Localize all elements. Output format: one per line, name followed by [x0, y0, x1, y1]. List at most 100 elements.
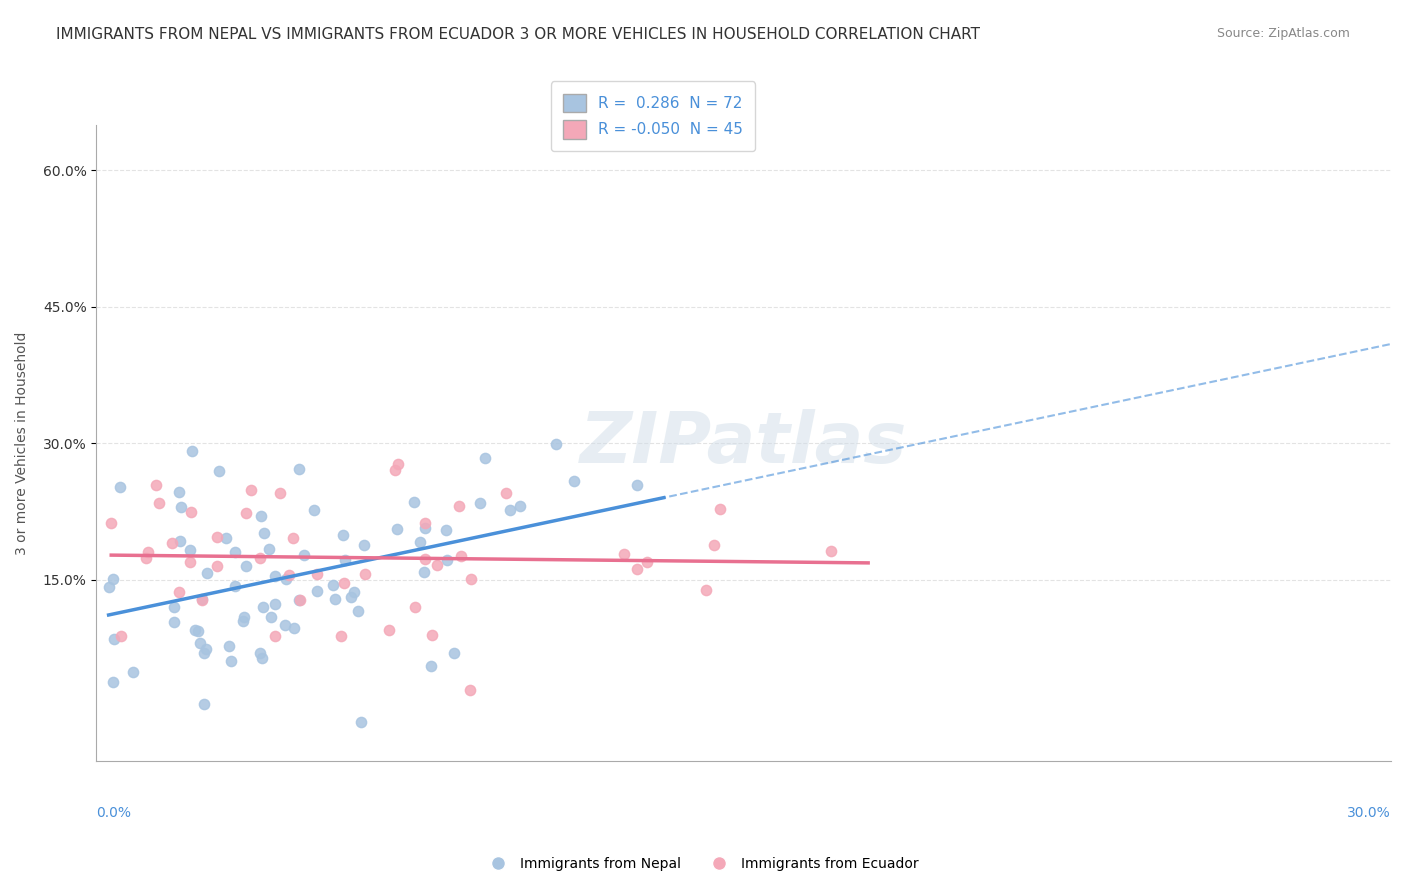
Point [263, 569, 285, 583]
Point [353, 538, 375, 552]
Point [302, 502, 325, 516]
Point [562, 474, 585, 488]
Point [288, 592, 311, 607]
Point [194, 642, 217, 657]
Point [546, 437, 568, 451]
Point [413, 521, 436, 535]
Point [235, 558, 257, 573]
Point [232, 610, 254, 624]
Point [288, 461, 311, 475]
Point [170, 500, 193, 514]
Point [103, 632, 125, 646]
Legend: Immigrants from Nepal, Immigrants from Ecuador: Immigrants from Nepal, Immigrants from E… [482, 851, 924, 876]
Point [193, 697, 215, 711]
Point [160, 536, 183, 550]
Point [180, 443, 202, 458]
Point [250, 651, 273, 665]
Point [307, 566, 329, 581]
Point [495, 485, 517, 500]
Point [218, 639, 240, 653]
Point [195, 566, 218, 580]
Point [626, 562, 648, 576]
Point [385, 522, 408, 536]
Text: Source: ZipAtlas.com: Source: ZipAtlas.com [1216, 27, 1350, 40]
Point [281, 531, 304, 545]
Point [101, 572, 124, 586]
Point [269, 486, 291, 500]
Point [278, 568, 301, 582]
Point [260, 609, 283, 624]
Point [323, 591, 346, 606]
Point [101, 675, 124, 690]
Point [703, 538, 725, 552]
Point [240, 483, 263, 497]
Point [413, 552, 436, 566]
Point [264, 597, 287, 611]
Point [224, 545, 246, 559]
Point [636, 556, 658, 570]
Point [449, 499, 471, 513]
Point [413, 516, 436, 530]
Point [193, 646, 215, 660]
Point [276, 572, 298, 586]
Point [179, 555, 201, 569]
Point [470, 496, 492, 510]
Point [436, 553, 458, 567]
Point [205, 530, 228, 544]
Point [180, 505, 202, 519]
Point [136, 544, 159, 558]
Text: 0.0%: 0.0% [97, 806, 132, 820]
Point [121, 665, 143, 679]
Point [339, 590, 361, 604]
Text: IMMIGRANTS FROM NEPAL VS IMMIGRANTS FROM ECUADOR 3 OR MORE VEHICLES IN HOUSEHOLD: IMMIGRANTS FROM NEPAL VS IMMIGRANTS FROM… [56, 27, 980, 42]
Point [409, 534, 432, 549]
Point [450, 549, 472, 563]
Point [148, 496, 170, 510]
Point [695, 582, 717, 597]
Point [169, 585, 191, 599]
Text: 30.0%: 30.0% [1347, 806, 1391, 820]
Point [249, 508, 271, 523]
Point [346, 604, 368, 618]
Point [333, 575, 356, 590]
Point [252, 599, 274, 614]
Point [474, 450, 496, 465]
Point [184, 623, 207, 637]
Point [179, 542, 201, 557]
Point [208, 464, 231, 478]
Point [288, 593, 311, 607]
Point [163, 615, 186, 629]
Point [458, 682, 481, 697]
Point [426, 558, 449, 572]
Point [163, 600, 186, 615]
Point [169, 533, 191, 548]
Point [404, 600, 426, 615]
Point [187, 624, 209, 638]
Point [274, 618, 297, 632]
Point [820, 544, 842, 558]
Legend: R =  0.286  N = 72, R = -0.050  N = 45: R = 0.286 N = 72, R = -0.050 N = 45 [551, 81, 755, 151]
Point [191, 592, 214, 607]
Point [343, 585, 366, 599]
Point [443, 646, 465, 660]
Point [419, 659, 441, 673]
Point [330, 629, 353, 643]
Point [215, 531, 238, 545]
Point [253, 526, 276, 541]
Point [135, 550, 157, 565]
Point [377, 623, 399, 637]
Point [434, 523, 457, 537]
Point [224, 579, 246, 593]
Point [387, 458, 409, 472]
Point [190, 591, 212, 606]
Point [460, 572, 482, 586]
Point [412, 565, 434, 579]
Point [188, 635, 211, 649]
Point [292, 548, 315, 562]
Point [145, 478, 167, 492]
Point [283, 622, 305, 636]
Point [509, 500, 531, 514]
Point [97, 580, 120, 594]
Point [498, 502, 520, 516]
Text: ZIPatlas: ZIPatlas [581, 409, 907, 477]
